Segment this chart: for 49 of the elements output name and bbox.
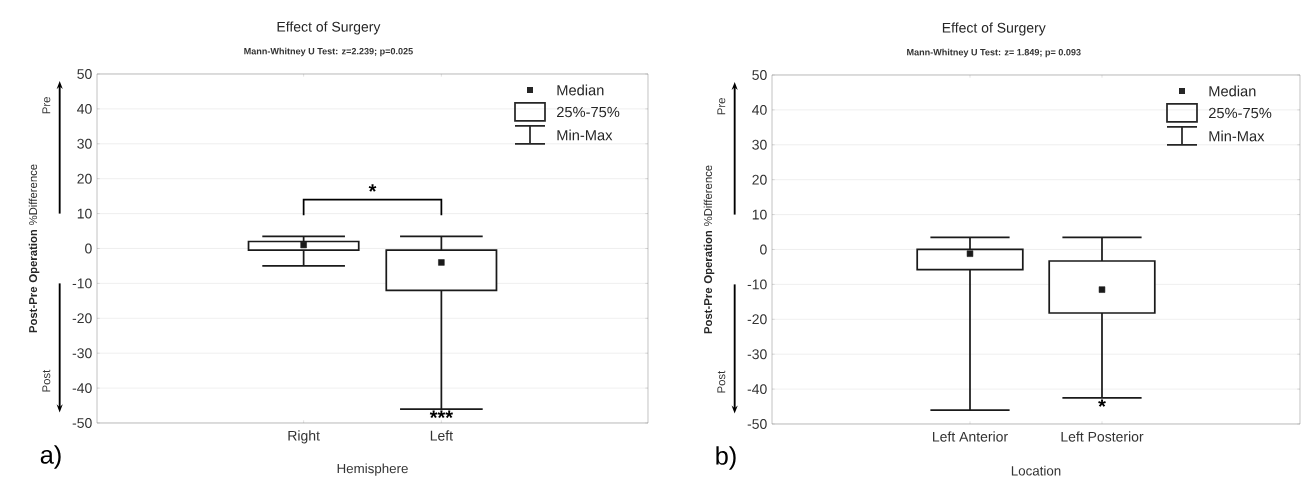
annotation: *	[368, 184, 377, 192]
y-tick-label: 20	[77, 173, 92, 184]
x-axis-title: Location	[1011, 465, 1061, 476]
y-axis-title: Post-Pre Operation %Difference	[703, 165, 715, 334]
x-tick-label: Left Anterior	[933, 431, 1008, 442]
chart-subtitle: Mann-Whitney U Test: z=2.239; p=0.025	[244, 47, 413, 57]
x-tick-label: Right	[288, 430, 320, 444]
y-tick-label: -20	[747, 314, 767, 325]
y-tick-label: -50	[747, 419, 767, 429]
text: b)	[716, 446, 736, 470]
text: Pre	[42, 97, 51, 114]
y-tick-label: -10	[747, 279, 767, 290]
y-tick-label: -20	[72, 313, 92, 324]
y-tick-label: 10	[752, 209, 767, 220]
y-tick-label: -10	[72, 278, 92, 289]
text: Pre	[717, 98, 726, 115]
y-tick-label: 0	[760, 244, 767, 255]
chart-subtitle: Mann-Whitney U Test: z= 1.849; p= 0.093	[907, 48, 1081, 58]
y-tick-label: -40	[72, 383, 92, 394]
x-tick-label: Left Posterior	[1061, 431, 1144, 442]
y-tick-label: -30	[72, 348, 92, 359]
chart-title: Effect of Surgery	[942, 22, 1046, 36]
y-tick-label: -40	[747, 384, 767, 395]
chart-title: Effect of Surgery	[277, 21, 381, 35]
y-axis-title: Post-Pre Operation %Difference	[28, 164, 40, 333]
text: a)	[40, 445, 61, 469]
annotation: Min-Max	[1209, 130, 1265, 142]
y-tick-label: 50	[77, 69, 92, 79]
y-tick-label: -30	[747, 349, 767, 360]
annotation: *	[1098, 399, 1106, 407]
text: Post	[717, 370, 726, 393]
y-tick-label: 20	[752, 174, 767, 185]
annotation: Median	[1209, 85, 1256, 97]
annotation: Median	[557, 84, 604, 96]
y-tick-label: -50	[72, 418, 92, 428]
annotation: 25%-75%	[1208, 107, 1272, 119]
annotation: Min-Max	[557, 129, 613, 141]
y-tick-label: 40	[752, 104, 767, 115]
y-tick-label: 0	[85, 243, 92, 254]
annotation: 25%-75%	[557, 106, 620, 118]
text: Post	[42, 369, 51, 392]
y-tick-label: 30	[77, 138, 92, 149]
y-tick-label: 10	[77, 208, 92, 219]
y-tick-label: 30	[752, 139, 767, 150]
y-tick-label: 40	[77, 103, 92, 114]
y-tick-label: 50	[752, 70, 767, 80]
x-axis-title: Hemisphere	[337, 463, 408, 476]
x-tick-label: Left	[430, 430, 453, 441]
annotation: ***	[429, 410, 454, 419]
